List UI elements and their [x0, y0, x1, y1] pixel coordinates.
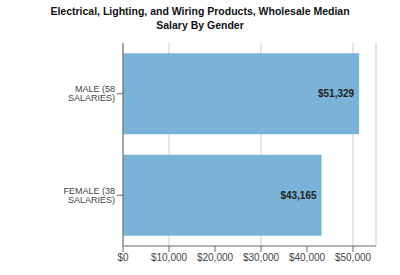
svg-text:$50,000: $50,000 [335, 252, 372, 263]
html-text:Salary By Gender: Salary By Gender [156, 19, 244, 31]
svg-text:$10,000: $10,000 [151, 252, 188, 263]
svg-text:FEMALE (38SALARIES): FEMALE (38SALARIES) [63, 186, 115, 205]
svg-text:$30,000: $30,000 [243, 252, 280, 263]
svg-text:$43,165: $43,165 [280, 190, 317, 201]
svg-text:$40,000: $40,000 [289, 252, 326, 263]
html-text:Electrical, Lighting, and Wiri: Electrical, Lighting, and Wiring Product… [50, 5, 350, 17]
svg-text:$51,329: $51,329 [318, 88, 355, 99]
svg-text:$0: $0 [117, 252, 129, 263]
svg-text:MALE (58SALARIES): MALE (58SALARIES) [68, 84, 115, 103]
svg-text:$20,000: $20,000 [197, 252, 234, 263]
